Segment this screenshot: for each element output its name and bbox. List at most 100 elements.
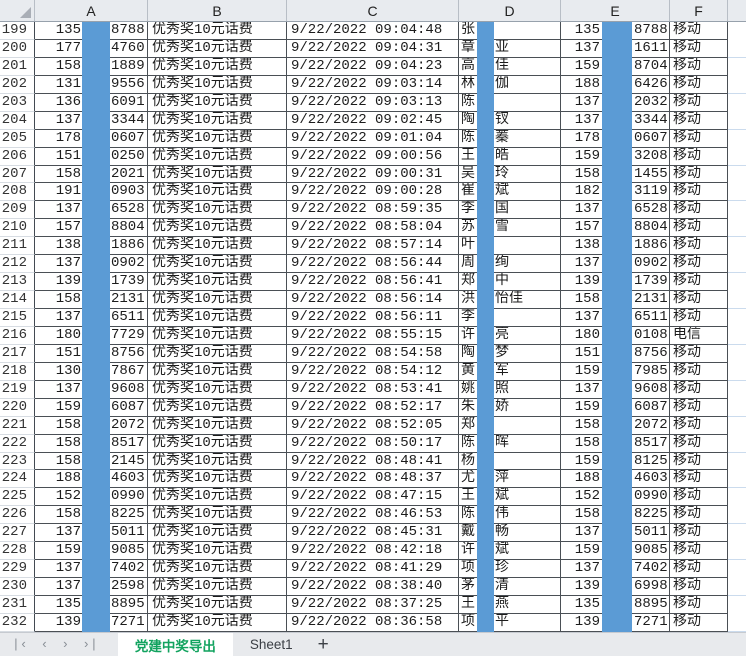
- cell-b-prize[interactable]: 优秀奖10元话费: [148, 542, 287, 561]
- row-number[interactable]: 222: [0, 434, 35, 453]
- cell-b-prize[interactable]: 优秀奖10元话费: [148, 291, 287, 309]
- cell-b-prize[interactable]: 优秀奖10元话费: [148, 75, 287, 94]
- cell-empty[interactable]: [728, 416, 746, 435]
- cell-f-carrier[interactable]: 移动: [670, 39, 728, 58]
- cell-d-name[interactable]: 高佳: [459, 57, 561, 76]
- cell-b-prize[interactable]: 优秀奖10元话费: [148, 434, 287, 453]
- row-number[interactable]: 228: [0, 542, 35, 561]
- cell-a-phone[interactable]: 159 9085: [35, 542, 148, 561]
- cell-f-carrier[interactable]: 移动: [670, 237, 728, 256]
- cell-b-prize[interactable]: 优秀奖10元话费: [148, 578, 287, 596]
- cell-c-timestamp[interactable]: 9/22/2022 08:42:18: [287, 542, 459, 561]
- cell-f-carrier[interactable]: 移动: [670, 183, 728, 202]
- cell-f-carrier[interactable]: 移动: [670, 488, 728, 507]
- cell-c-timestamp[interactable]: 9/22/2022 08:38:40: [287, 578, 459, 596]
- cell-c-timestamp[interactable]: 9/22/2022 08:52:05: [287, 416, 459, 435]
- cell-f-carrier[interactable]: 移动: [670, 380, 728, 399]
- cell-f-carrier[interactable]: 移动: [670, 578, 728, 596]
- cell-empty[interactable]: [728, 344, 746, 363]
- row-number[interactable]: 221: [0, 416, 35, 435]
- row-number[interactable]: 223: [0, 452, 35, 471]
- cell-c-timestamp[interactable]: 9/22/2022 09:03:13: [287, 93, 459, 112]
- row-number[interactable]: 226: [0, 506, 35, 525]
- cell-c-timestamp[interactable]: 9/22/2022 09:04:23: [287, 57, 459, 76]
- row-number[interactable]: 227: [0, 524, 35, 543]
- cell-d-name[interactable]: 王燕: [459, 596, 561, 614]
- cell-b-prize[interactable]: 优秀奖10元话费: [148, 237, 287, 256]
- cell-c-timestamp[interactable]: 9/22/2022 09:01:04: [287, 129, 459, 148]
- row-number[interactable]: 229: [0, 560, 35, 579]
- cell-b-prize[interactable]: 优秀奖10元话费: [148, 596, 287, 614]
- row-number[interactable]: 218: [0, 362, 35, 381]
- cell-c-timestamp[interactable]: 9/22/2022 09:00:28: [287, 183, 459, 202]
- row-number[interactable]: 224: [0, 470, 35, 489]
- cell-b-prize[interactable]: 优秀奖10元话费: [148, 57, 287, 76]
- row-number[interactable]: 214: [0, 291, 35, 309]
- cell-d-name[interactable]: 杨: [459, 452, 561, 471]
- cell-d-name[interactable]: 黄军: [459, 362, 561, 381]
- cell-empty[interactable]: [728, 434, 746, 453]
- cell-d-name[interactable]: 陶梦: [459, 344, 561, 363]
- cell-a-phone[interactable]: 131 9556: [35, 75, 148, 94]
- cell-d-name[interactable]: 茅清: [459, 578, 561, 596]
- cell-d-name[interactable]: 郑中: [459, 273, 561, 292]
- cell-d-name[interactable]: 许斌: [459, 542, 561, 561]
- cell-d-name[interactable]: 戴畅: [459, 524, 561, 543]
- cell-c-timestamp[interactable]: 9/22/2022 08:45:31: [287, 524, 459, 543]
- cell-empty[interactable]: [728, 111, 746, 130]
- cell-e-phone[interactable]: 182 3119: [561, 183, 670, 202]
- cell-f-carrier[interactable]: 移动: [670, 452, 728, 471]
- cell-empty[interactable]: [728, 219, 746, 238]
- cell-c-timestamp[interactable]: 9/22/2022 09:03:14: [287, 75, 459, 94]
- column-header-c[interactable]: C: [287, 0, 459, 21]
- cell-b-prize[interactable]: 优秀奖10元话费: [148, 506, 287, 525]
- cell-empty[interactable]: [728, 560, 746, 579]
- cell-d-name[interactable]: 周绚: [459, 255, 561, 274]
- cell-c-timestamp[interactable]: 9/22/2022 08:54:12: [287, 362, 459, 381]
- cell-c-timestamp[interactable]: 9/22/2022 08:48:37: [287, 470, 459, 489]
- cell-empty[interactable]: [728, 524, 746, 543]
- column-header-a[interactable]: A: [35, 0, 148, 21]
- cell-f-carrier[interactable]: 移动: [670, 201, 728, 220]
- cell-b-prize[interactable]: 优秀奖10元话费: [148, 470, 287, 489]
- cell-d-name[interactable]: 章亚: [459, 39, 561, 58]
- cell-empty[interactable]: [728, 452, 746, 471]
- cell-f-carrier[interactable]: 移动: [670, 147, 728, 166]
- cell-c-timestamp[interactable]: 9/22/2022 09:00:31: [287, 165, 459, 184]
- cell-f-carrier[interactable]: 移动: [670, 613, 728, 632]
- cell-empty[interactable]: [728, 309, 746, 327]
- cell-c-timestamp[interactable]: 9/22/2022 08:58:04: [287, 219, 459, 238]
- cell-f-carrier[interactable]: 移动: [670, 362, 728, 381]
- cell-f-carrier[interactable]: 移动: [670, 596, 728, 614]
- cell-c-timestamp[interactable]: 9/22/2022 08:55:15: [287, 326, 459, 345]
- cell-b-prize[interactable]: 优秀奖10元话费: [148, 524, 287, 543]
- prev-sheet-button-icon[interactable]: ‹: [40, 637, 49, 652]
- cell-f-carrier[interactable]: 移动: [670, 309, 728, 327]
- column-header-partial-g[interactable]: [728, 0, 746, 21]
- row-number[interactable]: 219: [0, 380, 35, 399]
- cell-b-prize[interactable]: 优秀奖10元话费: [148, 111, 287, 130]
- cell-empty[interactable]: [728, 542, 746, 561]
- cell-f-carrier[interactable]: 移动: [670, 57, 728, 76]
- cell-c-timestamp[interactable]: 9/22/2022 08:36:58: [287, 613, 459, 632]
- cell-b-prize[interactable]: 优秀奖10元话费: [148, 326, 287, 345]
- cell-b-prize[interactable]: 优秀奖10元话费: [148, 273, 287, 292]
- cell-f-carrier[interactable]: 移动: [670, 506, 728, 525]
- cell-d-name[interactable]: 王斌: [459, 488, 561, 507]
- cell-f-carrier[interactable]: 移动: [670, 542, 728, 561]
- cell-empty[interactable]: [728, 129, 746, 148]
- cell-c-timestamp[interactable]: 9/22/2022 08:56:11: [287, 309, 459, 327]
- cell-b-prize[interactable]: 优秀奖10元话费: [148, 93, 287, 112]
- cell-empty[interactable]: [728, 183, 746, 202]
- cell-c-timestamp[interactable]: 9/22/2022 08:50:17: [287, 434, 459, 453]
- cell-empty[interactable]: [728, 291, 746, 309]
- cell-d-name[interactable]: 许亮: [459, 326, 561, 345]
- add-sheet-button[interactable]: +: [310, 633, 337, 656]
- cell-d-name[interactable]: 项平: [459, 613, 561, 632]
- cell-empty[interactable]: [728, 273, 746, 292]
- cell-d-name[interactable]: 陈伟: [459, 506, 561, 525]
- row-number[interactable]: 216: [0, 326, 35, 345]
- cell-f-carrier[interactable]: 移动: [670, 273, 728, 292]
- column-header-e[interactable]: E: [561, 0, 670, 21]
- cell-d-name[interactable]: 叶: [459, 237, 561, 256]
